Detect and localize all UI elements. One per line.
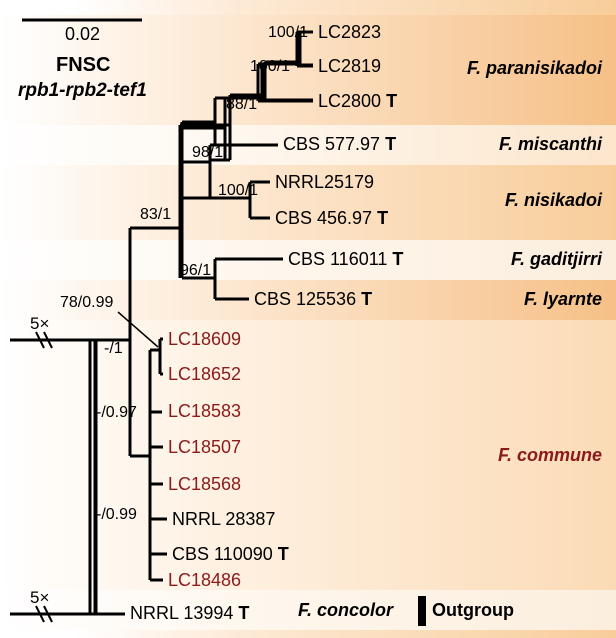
support-100-1b: 100/1	[250, 58, 290, 76]
tip-text: CBS 456.97	[275, 208, 372, 228]
tip-lc18507: LC18507	[168, 437, 241, 458]
tip-text: LC2819	[318, 56, 381, 76]
tip-nrrl13994: NRRL 13994 T	[130, 603, 249, 624]
support-88-1: 88/1	[226, 96, 257, 114]
species-lyarnte: F. lyarnte	[524, 289, 602, 310]
tip-nrrl25179: NRRL25179	[275, 172, 374, 193]
tip-text: CBS 110090	[172, 544, 273, 564]
tip-text: CBS 125536	[254, 289, 356, 309]
tip-lc2800: LC2800 T	[318, 91, 397, 112]
tip-text: LC2800	[318, 91, 381, 111]
species-gaditjirri: F. gaditjirri	[511, 249, 602, 270]
type-marker: T	[361, 289, 372, 309]
tip-text: LC2823	[318, 22, 381, 42]
species-paranisikadoi: F. paranisikadoi	[467, 58, 602, 79]
support-83-1: 83/1	[140, 206, 171, 224]
header-genes: rpb1-rpb2-tef1	[18, 80, 147, 102]
type-marker: T	[278, 544, 289, 564]
support-100-1a: 100/1	[268, 24, 308, 42]
scale-value: 0.02	[65, 24, 100, 45]
outgroup-bar	[418, 596, 426, 626]
type-marker: T	[392, 249, 403, 269]
support-96-1: 96/1	[180, 262, 211, 280]
type-marker: T	[238, 603, 249, 623]
outgroup-label: Outgroup	[432, 600, 514, 621]
tip-lc18652: LC18652	[168, 364, 241, 385]
support-dash-1: -/1	[104, 340, 123, 358]
support-dash-097: -/0.97	[96, 404, 137, 422]
tip-cbs110090: CBS 110090 T	[172, 544, 289, 565]
tip-cbs116011: CBS 116011 T	[288, 249, 403, 270]
species-concolor: F. concolor	[298, 600, 393, 621]
tip-lc2819: LC2819	[318, 56, 381, 77]
tip-lc18609: LC18609	[168, 329, 241, 350]
species-commune: F. commune	[498, 445, 602, 466]
tip-lc2823: LC2823	[318, 22, 381, 43]
tip-lc18583: LC18583	[168, 401, 241, 422]
break-label-upper: 5×	[30, 314, 49, 334]
tip-cbs57797: CBS 577.97 T	[283, 134, 396, 155]
support-98-1: 98/1	[192, 144, 223, 162]
tip-lc18568: LC18568	[168, 474, 241, 495]
species-nisikadoi: F. nisikadoi	[505, 190, 602, 211]
type-marker: T	[386, 91, 397, 111]
tip-nrrl28387: NRRL 28387	[172, 509, 275, 530]
support-78-099: 78/0.99	[60, 294, 113, 312]
species-miscanthi: F. miscanthi	[499, 134, 602, 155]
tip-text: CBS 577.97	[283, 134, 380, 154]
tip-cbs125536: CBS 125536 T	[254, 289, 372, 310]
tip-text: CBS 116011	[288, 249, 387, 269]
tip-cbs45697: CBS 456.97 T	[275, 208, 388, 229]
tip-text: NRRL 13994	[130, 603, 233, 623]
type-marker: T	[385, 134, 396, 154]
support-100-1c: 100/1	[218, 182, 258, 200]
tip-text: NRRL25179	[275, 172, 374, 192]
support-dash-099: -/0.99	[96, 506, 137, 524]
type-marker: T	[377, 208, 388, 228]
header-fnsc: FNSC	[56, 54, 110, 77]
tip-lc18486: LC18486	[168, 570, 241, 591]
break-label-lower: 5×	[30, 588, 49, 608]
